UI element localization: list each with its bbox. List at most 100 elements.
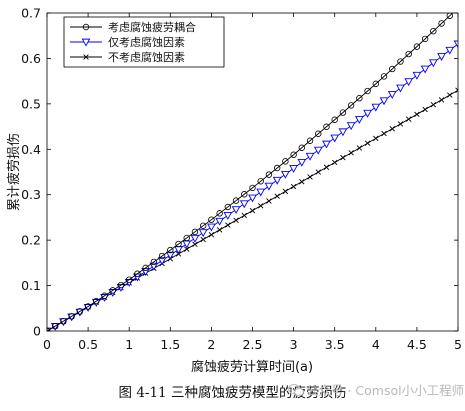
series-point: [339, 109, 347, 116]
series-point: [437, 53, 446, 61]
series-point: [315, 169, 321, 175]
series-point: [330, 134, 340, 143]
series-point: [371, 103, 381, 112]
series-point: [397, 121, 404, 127]
y-tick-label: 0.7: [21, 6, 41, 21]
series-point: [76, 308, 84, 315]
series-point: [428, 59, 438, 68]
series-point: [420, 65, 430, 74]
series-point: [199, 222, 207, 229]
series-point: [264, 182, 274, 191]
series-point: [413, 43, 421, 50]
series-point: [231, 206, 241, 215]
series-point: [282, 188, 289, 195]
series-point: [322, 140, 331, 149]
series-point: [215, 217, 224, 226]
series-point: [446, 13, 453, 19]
series-point: [134, 270, 141, 277]
series-point: [380, 73, 388, 80]
y-tick-label: 0.2: [21, 233, 41, 248]
series-point: [455, 87, 458, 93]
series-point: [290, 183, 297, 190]
series-point: [273, 164, 281, 172]
series-point: [389, 65, 396, 73]
series-point: [198, 229, 208, 238]
series-point: [68, 313, 75, 320]
series-point: [347, 102, 355, 109]
series-point: [372, 80, 379, 88]
legend-label: 不考虑腐蚀因素: [108, 50, 185, 64]
series-point: [52, 322, 59, 330]
series-point: [307, 174, 313, 180]
series-point: [93, 297, 100, 305]
series-point: [208, 216, 215, 223]
series-point: [445, 46, 455, 55]
y-tick-label: 0.1: [21, 278, 41, 293]
series-point: [397, 58, 404, 65]
series-point: [364, 140, 371, 146]
series-point: [306, 137, 314, 144]
x-axis-label: 腐蚀疲劳计算时间(a): [191, 359, 313, 375]
watermark-text: 公众号 · Comsol小小工程师: [306, 383, 465, 398]
series-point: [290, 151, 297, 158]
legend-item: 仅考虑腐蚀因素: [70, 35, 185, 49]
series-point: [405, 116, 412, 122]
series-point: [216, 210, 223, 217]
series-point: [216, 227, 223, 233]
series-point: [430, 101, 437, 108]
figure-caption: 图 4-11 三种腐蚀疲劳模型的疲劳损伤: [118, 385, 347, 401]
series-point: [405, 50, 412, 58]
series-point: [208, 231, 215, 238]
series-point: [232, 197, 240, 204]
series-point: [200, 236, 206, 243]
series-line: [47, 13, 454, 331]
series-point: [258, 203, 264, 209]
series-point: [265, 171, 273, 178]
series-point: [241, 212, 247, 219]
series-point: [354, 116, 364, 124]
series-point: [379, 97, 389, 106]
series-point: [356, 95, 363, 102]
series-point: [184, 246, 190, 252]
series-point: [225, 222, 231, 228]
series-point: [438, 20, 445, 27]
y-tick-label: 0: [33, 324, 41, 339]
series-point: [223, 212, 233, 220]
x-tick-label: 0: [43, 337, 51, 352]
series-point: [348, 150, 354, 156]
series-point: [109, 287, 116, 294]
series-point: [421, 35, 429, 43]
series-point: [387, 90, 397, 99]
series-point: [84, 303, 92, 310]
series-point: [149, 262, 159, 271]
x-tick-label: 2: [207, 337, 215, 352]
x-tick-label: 4.5: [407, 337, 427, 352]
series-point: [331, 116, 338, 123]
x-tick-label: 2.5: [243, 337, 263, 352]
series-1: [47, 13, 454, 331]
series-point: [453, 40, 458, 49]
series-point: [192, 241, 198, 248]
x-tick-label: 1: [125, 337, 133, 352]
series-point: [412, 71, 422, 80]
x-tick-label: 5: [454, 337, 462, 352]
series-point: [356, 145, 363, 151]
y-tick-label: 0.3: [21, 187, 41, 202]
series-point: [248, 194, 257, 203]
x-tick-label: 3.5: [325, 337, 345, 352]
series-point: [438, 97, 445, 103]
series-point: [297, 158, 307, 167]
series-point: [233, 217, 239, 223]
series-point: [281, 170, 290, 179]
legend-marker: [82, 23, 90, 31]
legend-item: 不考虑腐蚀因素: [70, 50, 185, 64]
series-point: [323, 123, 330, 130]
series-point: [150, 258, 158, 266]
series-point: [373, 135, 379, 142]
series-point: [125, 276, 133, 283]
series-point: [313, 146, 323, 155]
x-tick-label: 4: [372, 337, 380, 352]
wechat-icon: [287, 383, 304, 400]
x-tick-label: 1.5: [160, 337, 180, 352]
series-point: [422, 106, 428, 113]
